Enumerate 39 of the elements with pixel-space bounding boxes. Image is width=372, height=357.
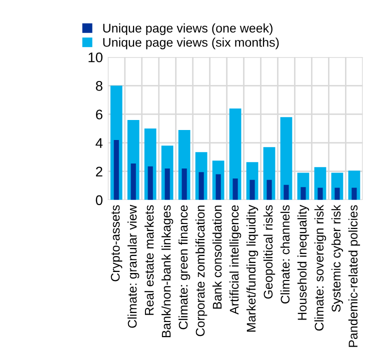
x-tick-label: Bank/non-bank linkages (162, 205, 174, 338)
x-tick-label: Climate: channels (280, 205, 290, 304)
bar (130, 164, 136, 200)
x-tick-label: Systemic cyber risk (331, 204, 344, 312)
x-tick-label: Household inequality (297, 204, 310, 320)
y-tick-label: 4 (96, 138, 103, 148)
x-tick-label: Geopolitical risks (263, 205, 276, 299)
x-tick-label: Climate: green finance (178, 205, 190, 330)
x-tick-label: Real estate markets (144, 205, 154, 315)
bar (352, 188, 357, 200)
y-tick-label: 6 (96, 110, 102, 120)
bar (216, 174, 221, 200)
bar (114, 140, 119, 200)
y-tick-label: 0 (96, 195, 102, 206)
x-tick-label: Climate: granular view (128, 204, 140, 328)
x-tick-label: Pandemic-related policies (348, 205, 360, 347)
bar (280, 117, 292, 200)
bar (182, 168, 187, 200)
y-tick-label: 2 (96, 166, 102, 176)
x-tick-label: Artificial intelligence (229, 205, 242, 315)
bar (300, 187, 306, 200)
y-tick-label: 10 (88, 52, 102, 62)
x-tick-label: Market/funding liquidity (246, 204, 258, 332)
legend-label: Unique page views (six months) (103, 38, 279, 50)
y-tick-label: 8 (96, 81, 102, 91)
x-tick-label: Corporate zombification (195, 206, 208, 336)
bar (198, 172, 204, 200)
bar (250, 180, 255, 200)
x-tick-label: Climate: sovereign risk (314, 204, 326, 331)
legend-label: Unique page views (one week) (103, 23, 272, 36)
bar (164, 168, 170, 200)
x-tick-label: Bank consolidation (212, 206, 222, 309)
bar (148, 166, 153, 200)
bar (284, 184, 289, 200)
bar (232, 178, 238, 200)
bar (318, 188, 323, 200)
x-tick-label: Crypto-assets (110, 205, 122, 282)
bar (334, 188, 340, 200)
bar (266, 180, 272, 200)
